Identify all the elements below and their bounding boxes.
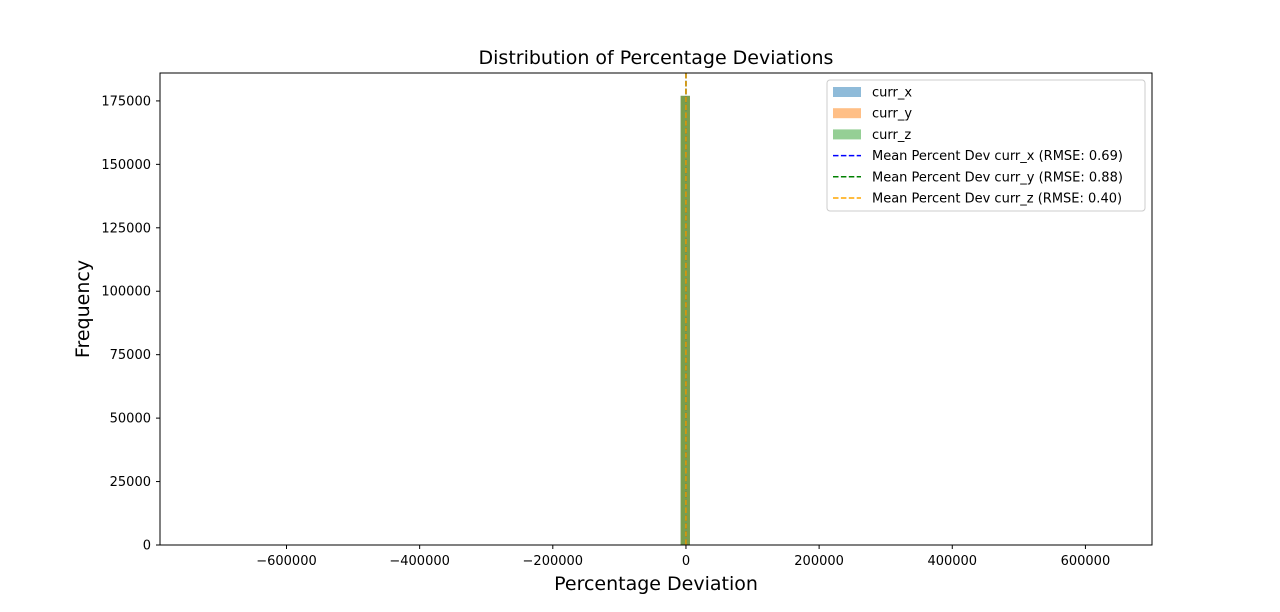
legend-swatch-curr_x	[833, 87, 861, 97]
legend-label-1: curr_y	[872, 107, 912, 122]
x-axis-ticks: −600000 −400000 −200000 0 200000 400000 600000	[256, 545, 1110, 569]
y-tick-label-5: 125000	[101, 221, 151, 236]
y-axis-label: Frequency	[72, 260, 94, 358]
chart-title: Distribution of Percentage Deviations	[479, 47, 834, 69]
y-tick-label-4: 100000	[101, 285, 151, 300]
x-tick-label-6: 600000	[1061, 554, 1111, 569]
y-axis-ticks: 0 25000 50000 75000 100000 125000 150000 175000	[101, 94, 160, 554]
legend-swatch-curr_y	[833, 108, 861, 119]
y-tick-label-1: 25000	[110, 475, 151, 490]
plot-frame	[159, 72, 1153, 546]
legend-swatch-curr_z	[833, 129, 861, 140]
legend-label-0: curr_x	[872, 86, 912, 101]
x-tick-label-2: −200000	[523, 554, 584, 569]
legend-label-5: Mean Percent Dev curr_z (RMSE: 0.40)	[872, 192, 1122, 207]
y-tick-label-0: 0	[143, 539, 151, 554]
x-tick-label-0: −600000	[256, 554, 317, 569]
x-axis-label: Percentage Deviation	[554, 573, 758, 595]
x-tick-label-1: −400000	[389, 554, 450, 569]
y-tick-label-2: 50000	[110, 412, 151, 427]
legend-label-3: Mean Percent Dev curr_x (RMSE: 0.69)	[872, 149, 1123, 164]
legend-label-2: curr_z	[872, 128, 911, 143]
legend: curr_x curr_y curr_z Mean Percent Dev curr_…	[826, 79, 1146, 212]
y-tick-label-6: 150000	[101, 158, 151, 173]
y-tick-label-7: 175000	[101, 94, 151, 109]
legend-label-4: Mean Percent Dev curr_y (RMSE: 0.88)	[872, 170, 1123, 185]
x-tick-label-4: 200000	[794, 554, 844, 569]
y-tick-label-3: 75000	[110, 348, 151, 363]
x-tick-label-5: 400000	[927, 554, 977, 569]
x-tick-label-3: 0	[682, 554, 690, 569]
legend-frame	[826, 79, 1146, 212]
